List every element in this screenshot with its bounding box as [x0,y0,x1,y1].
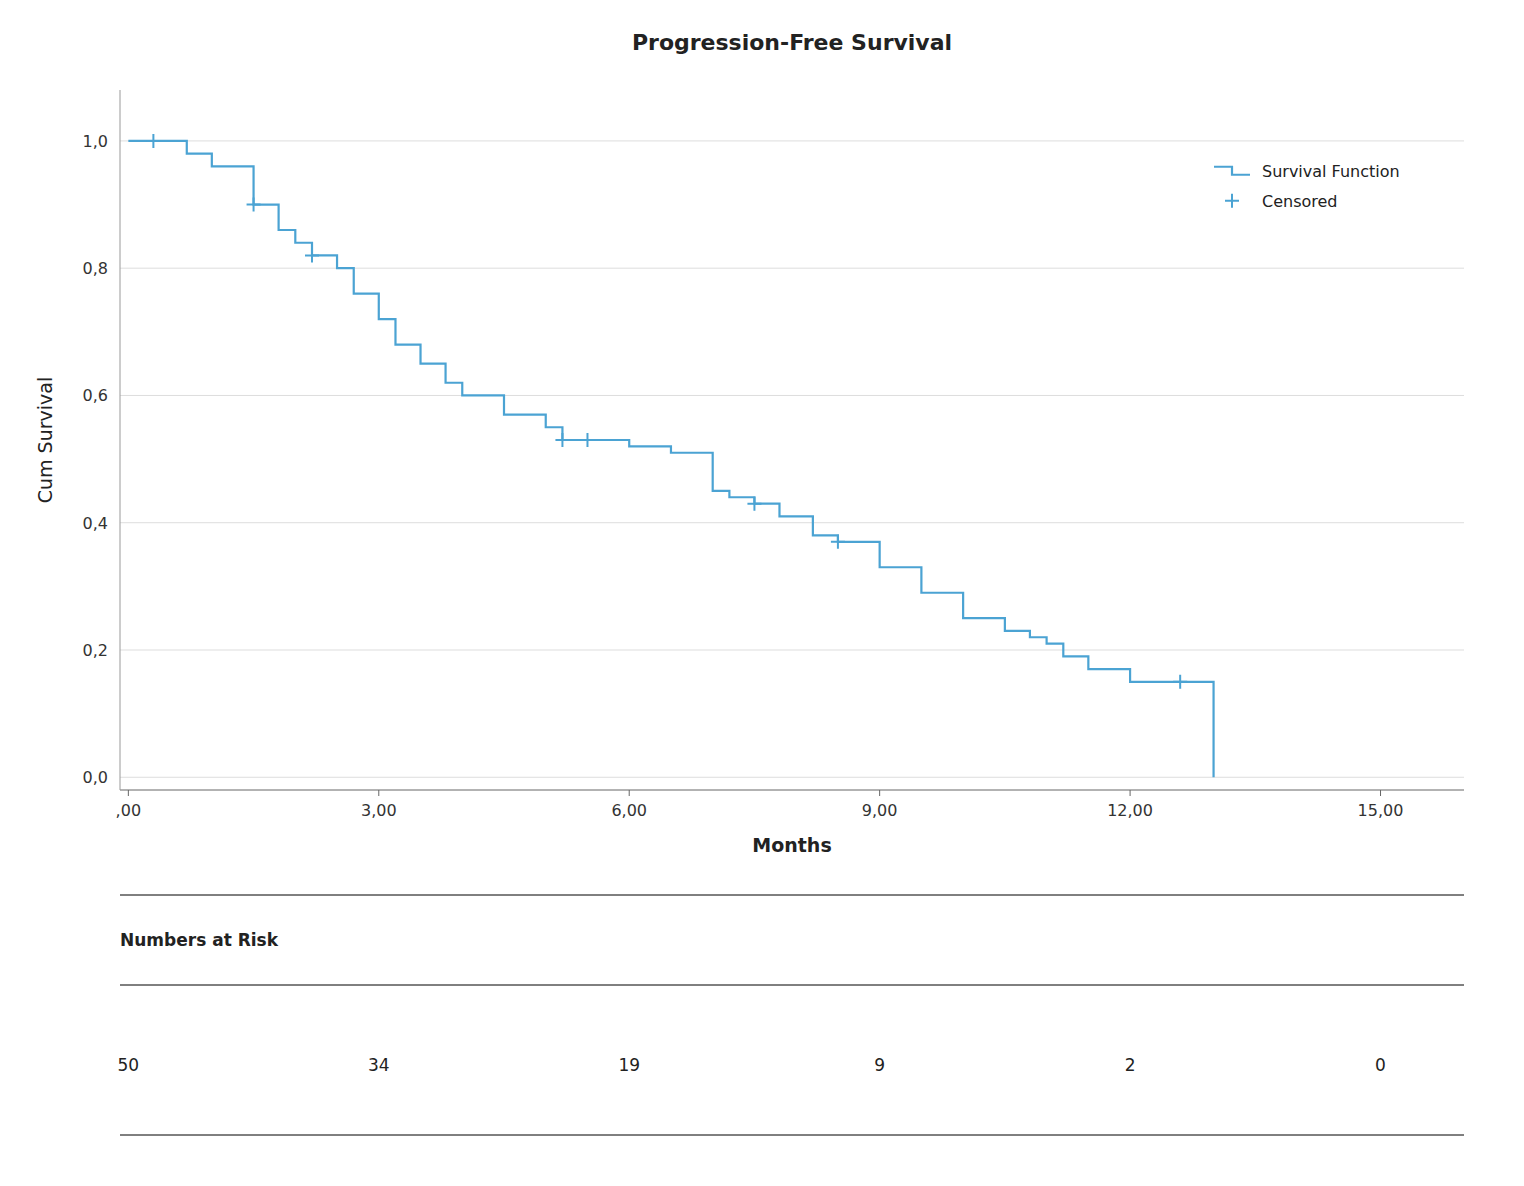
risk-table-rule [120,1135,1464,1136]
risk-number: 50 [118,1055,140,1075]
censored-mark [747,497,761,511]
risk-number: 19 [618,1055,640,1075]
grid-line [120,395,1464,396]
x-tick [128,790,129,796]
x-tick [378,790,379,796]
censored-mark [555,433,569,447]
y-tick-label: 0,2 [83,641,108,660]
censored-mark [247,198,261,212]
legend-swatch [1225,194,1239,208]
risk-number: 34 [368,1055,390,1075]
risk-number: 9 [874,1055,885,1075]
grid-line [120,777,1464,778]
y-axis-label: Cum Survival [34,377,56,503]
grid-line [120,522,1464,523]
grid [120,141,1464,777]
grid-line [120,140,1464,141]
legend-label: Survival Function [1262,162,1400,181]
legend: Survival Function Censored [1214,162,1400,211]
x-tick [1130,790,1131,796]
x-tick [879,790,880,796]
y-axis-line [120,90,121,790]
risk-table-title: Numbers at Risk [120,930,279,950]
chart: Progression-Free Survival 0,0 0,2 0,4 0,6 0,8… [0,0,1524,1186]
censored-mark [580,433,594,447]
x-axis-line [120,790,1464,791]
risk-table-rule [120,985,1464,986]
x-axis-label: Months [752,834,831,856]
survival-step [128,141,1213,777]
x-tick [1380,790,1381,796]
x-tick-label: 15,00 [1358,801,1404,820]
risk-table: Numbers at Risk 50 34 19 9 2 0 [118,895,1464,1135]
risk-table-rule [120,895,1464,896]
grid-line [120,650,1464,651]
risk-number: 2 [1125,1055,1136,1075]
censored-mark [146,134,160,148]
y-tick-label: 0,6 [83,386,108,405]
censored-mark [305,248,319,262]
censored-mark [831,535,845,549]
x-tick-label: ,00 [116,801,141,820]
plot-area [128,134,1213,777]
title: Progression-Free Survival [632,30,952,55]
y-tick-label: 0,4 [83,514,108,533]
censored-mark [1173,675,1187,689]
x-tick-label: 6,00 [611,801,647,820]
grid-line [120,268,1464,269]
legend-label: Censored [1262,192,1338,211]
x-tick [629,790,630,796]
x-tick-label: 12,00 [1107,801,1153,820]
risk-number: 0 [1375,1055,1386,1075]
legend-swatch [1214,167,1250,175]
y-tick-label: 1,0 [83,132,108,151]
x-tick-label: 3,00 [361,801,397,820]
x-tick-label: 9,00 [862,801,898,820]
y-tick-label: 0,8 [83,259,108,278]
y-tick-label: 0,0 [83,768,108,787]
